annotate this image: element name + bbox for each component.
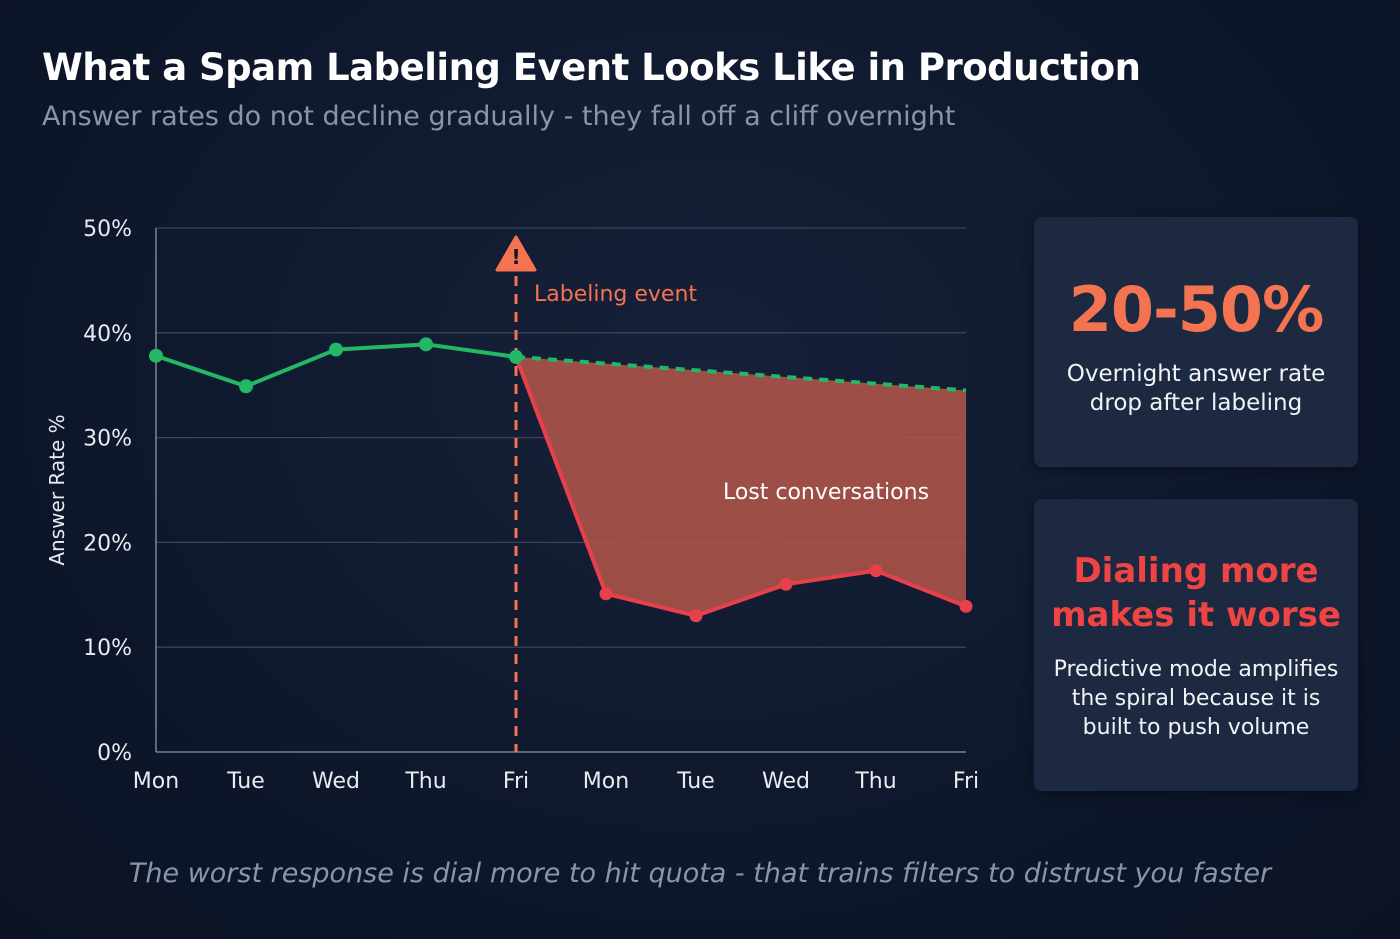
after-data-point (599, 587, 613, 601)
after-data-point (689, 609, 703, 623)
y-tick-label: 50% (83, 217, 132, 242)
page-subtitle: Answer rates do not decline gradually - … (42, 101, 956, 132)
before-data-point (419, 337, 433, 352)
x-tick-label: Tue (676, 769, 715, 794)
before-data-point (509, 349, 523, 364)
x-tick-label: Tue (226, 769, 265, 794)
x-tick-label: Fri (503, 769, 529, 794)
x-tick-label: Thu (404, 769, 446, 794)
page-title: What a Spam Labeling Event Looks Like in… (42, 46, 1141, 89)
warning-exclamation: ! (511, 245, 520, 269)
x-tick-label: Wed (312, 769, 360, 794)
stat-description: Overnight answer rate drop after labelin… (1034, 360, 1358, 418)
after-data-point (779, 577, 793, 591)
y-tick-label: 20% (83, 531, 132, 556)
desc-line: drop after labeling (1089, 390, 1303, 416)
lost-conversations-area (516, 356, 966, 616)
heading-line: makes it worse (1051, 595, 1341, 635)
before-data-point (329, 342, 343, 357)
desc-line: built to push volume (1082, 715, 1310, 740)
desc-line: Overnight answer rate (1066, 361, 1326, 387)
answer-rate-chart: ! 0% 10% 20% 30% 40% 50% Mon Tue Wed Thu Fri Mon Tue… (45, 217, 979, 794)
projected-line (515, 354, 967, 393)
x-tick-label: Wed (762, 769, 810, 794)
y-tick-label: 10% (83, 636, 132, 661)
heading-line: Dialing more (1073, 551, 1319, 591)
desc-line: Predictive mode amplifies (1053, 657, 1339, 682)
after-event-line (514, 356, 967, 618)
y-tick-label: 0% (97, 741, 132, 766)
warning-description: Predictive mode amplifies the spiral bec… (1034, 655, 1358, 742)
before-data-point (149, 348, 163, 363)
desc-line: the spiral because it is (1071, 686, 1321, 711)
warning-triangle-icon (495, 235, 537, 272)
warning-heading: Dialing more makes it worse (1034, 549, 1358, 637)
x-tick-label: Mon (133, 769, 179, 794)
x-tick-label: Thu (854, 769, 896, 794)
after-data-point (869, 564, 883, 578)
y-axis-label: Answer Rate % (45, 414, 69, 565)
event-label: Labeling event (534, 282, 697, 307)
stat-card-drop: 20-50% Overnight answer rate drop after … (1034, 217, 1358, 467)
x-tick-label: Mon (583, 769, 629, 794)
footer-note: The worst response is dial more to hit q… (128, 858, 1272, 889)
before-data-point (239, 379, 253, 394)
area-label: Lost conversations (723, 480, 929, 505)
y-tick-label: 30% (83, 427, 132, 452)
stat-value: 20-50% (1068, 273, 1324, 346)
y-tick-label: 40% (83, 322, 132, 347)
after-data-point (959, 599, 973, 613)
x-tick-label: Fri (953, 769, 979, 794)
warning-card: Dialing more makes it worse Predictive m… (1034, 499, 1358, 791)
